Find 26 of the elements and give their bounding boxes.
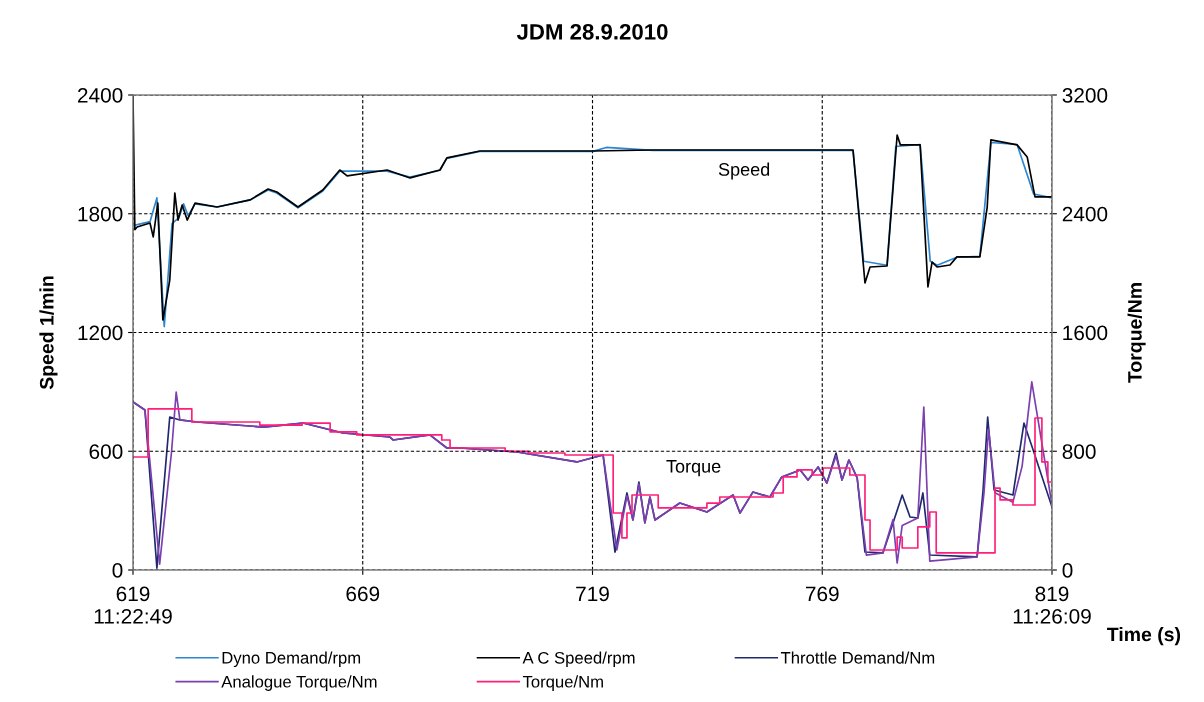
x-tick-label: 669 bbox=[346, 586, 380, 602]
x-tick-label: 819 11:26:09 bbox=[1013, 586, 1091, 624]
y-tick-label: 600 bbox=[89, 444, 123, 459]
y2-tick-label: 3200 bbox=[1062, 88, 1108, 103]
chart-title: JDM 28.9.2010 bbox=[516, 23, 668, 40]
legend-label: Analogue Torque/Nm bbox=[221, 675, 377, 691]
y-axis-title: Speed 1/min bbox=[39, 276, 58, 390]
legend-label: Dyno Demand/rpm bbox=[222, 651, 361, 668]
y-tick-label: 0 bbox=[112, 563, 123, 578]
annotation: Torque bbox=[666, 460, 721, 477]
annotation: Speed bbox=[718, 162, 770, 180]
x-tick-label: 719 bbox=[576, 586, 609, 602]
legend-label: A C Speed/rpm bbox=[522, 651, 635, 668]
y-tick-label: 1800 bbox=[78, 206, 123, 222]
y2-tick-label: 0 bbox=[1062, 563, 1073, 578]
legend-label: Torque/Nm bbox=[522, 675, 603, 691]
y2-tick-label: 800 bbox=[1062, 444, 1096, 459]
y-tick-label: 1200 bbox=[78, 325, 123, 341]
x-axis-title: Time (s) bbox=[1107, 627, 1181, 646]
x-tick-label: 769 bbox=[805, 586, 839, 602]
y2-tick-label: 2400 bbox=[1062, 206, 1108, 222]
y-tick-label: 2400 bbox=[77, 88, 123, 103]
y2-axis-title: Torque/Nm bbox=[1127, 283, 1146, 383]
legend-label: Throttle Demand/Nm bbox=[780, 651, 935, 664]
x-tick-label: 619 11:22:49 bbox=[94, 586, 172, 624]
y2-tick-label: 1600 bbox=[1063, 325, 1108, 341]
